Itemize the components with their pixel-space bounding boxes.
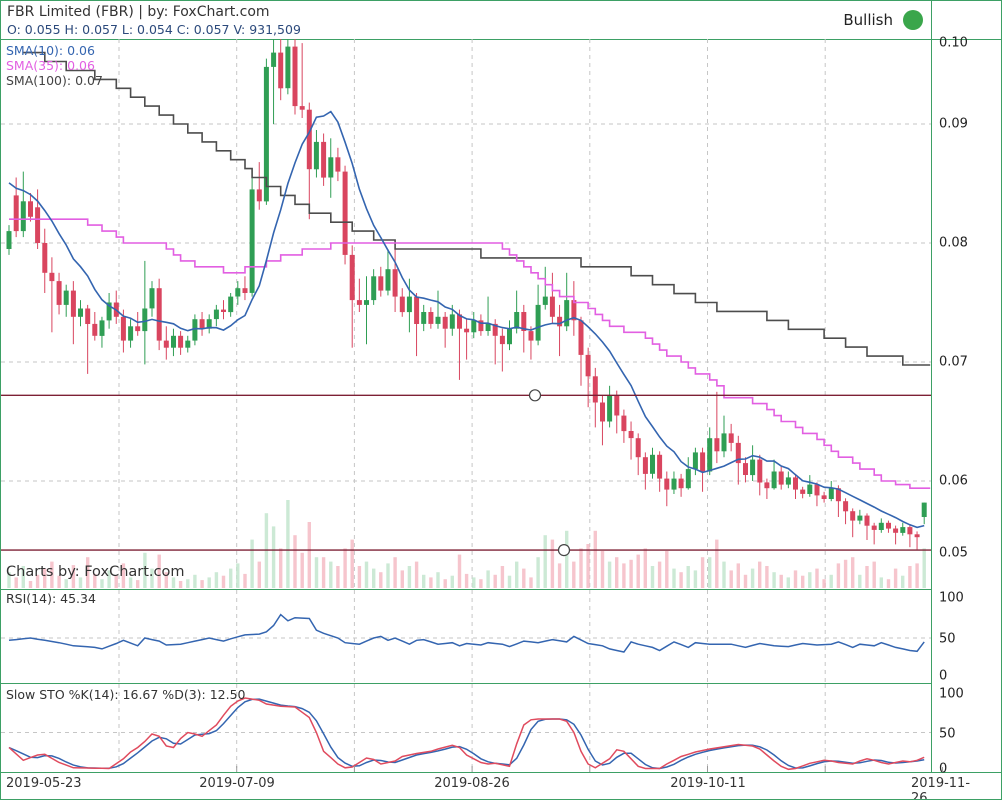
y-axis-label: 0.08	[939, 235, 968, 251]
y-axis-label: 0.07	[939, 354, 968, 370]
y-axis-label: 0.10	[939, 35, 968, 51]
rsi-pane[interactable]	[1, 589, 931, 683]
y-axis-label: 0	[939, 761, 948, 777]
y-axis-label: 0.09	[939, 116, 968, 132]
y-axis-label: 50	[939, 631, 956, 647]
stochastic-pane[interactable]	[1, 683, 931, 772]
chart-header: FBR Limited (FBR) | by: FoxChart.com O: …	[1, 1, 1001, 40]
chart-title: FBR Limited (FBR) | by: FoxChart.com	[7, 4, 270, 20]
ohlc-readout: O: 0.055 H: 0.057 L: 0.054 C: 0.057 V: 9…	[7, 22, 301, 37]
alert-line-handle[interactable]	[528, 389, 542, 402]
stochastic-d-line	[8, 698, 925, 770]
axis-tick	[942, 767, 943, 772]
rsi-line	[8, 613, 925, 653]
x-axis-label: 2019-05-23	[6, 776, 82, 791]
y-axis-label: 100	[939, 590, 964, 606]
sma35-line	[9, 218, 931, 489]
x-axis-label: 2019-11-26	[911, 776, 971, 800]
price-pane[interactable]	[1, 39, 931, 589]
y-axis-label: 0.05	[939, 545, 968, 561]
sma10-line	[8, 110, 925, 529]
volume-layer	[7, 500, 926, 588]
alert-line-handle[interactable]	[557, 544, 571, 557]
stochastic-k-line	[8, 697, 925, 771]
axis-separator	[931, 1, 932, 772]
x-axis	[1, 772, 1001, 799]
x-axis-label: 2019-10-11	[670, 776, 746, 791]
signal-indicator: Bullish	[843, 10, 923, 30]
y-axis-label: 50	[939, 726, 956, 742]
x-axis-label: 2019-07-09	[199, 776, 275, 791]
sma100-line	[23, 51, 931, 366]
y-axis-label: 0.06	[939, 473, 968, 489]
y-axis-label: 100	[939, 686, 964, 702]
candles-layer	[6, 39, 927, 550]
x-axis-label: 2019-08-26	[434, 776, 510, 791]
y-axis-label: 0	[939, 668, 948, 684]
bullish-dot-icon	[903, 10, 923, 30]
signal-label: Bullish	[843, 11, 893, 29]
